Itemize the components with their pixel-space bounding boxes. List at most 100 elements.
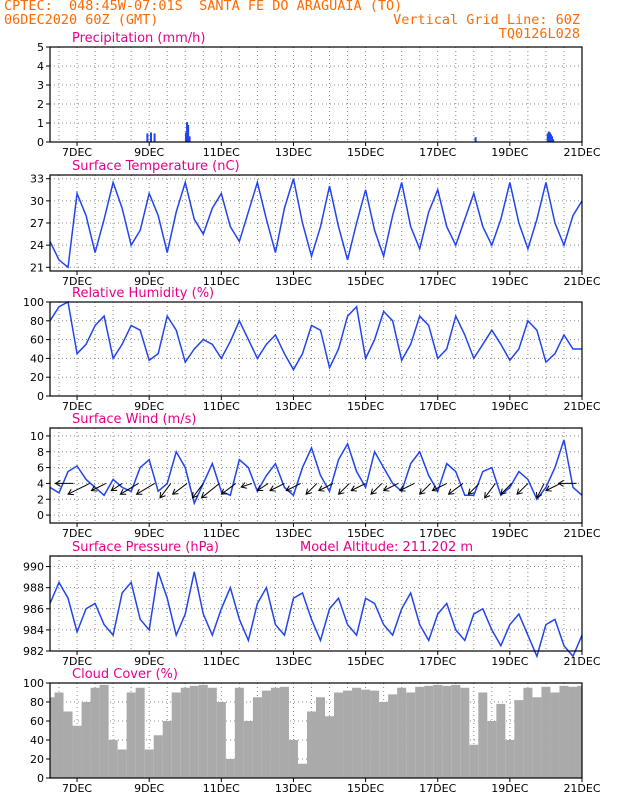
x-tick-label: 11DEC — [203, 655, 240, 668]
y-tick-label: 80 — [30, 315, 44, 328]
cloud-cover-bar — [442, 685, 452, 778]
panel-title: Cloud Cover (%) — [72, 667, 178, 682]
x-tick-label: 7DEC — [62, 400, 92, 413]
precip-bar — [184, 132, 187, 142]
wind-arrow-head — [431, 485, 439, 492]
wind-arrow — [136, 482, 155, 495]
y-tick-label: 0 — [37, 390, 44, 403]
y-tick-label: 40 — [30, 352, 44, 365]
wind-arrow — [468, 483, 480, 495]
y-tick-label: 4 — [37, 60, 44, 73]
wind-arrow — [399, 482, 415, 492]
cloud-cover-bar — [541, 686, 551, 778]
panel-frame — [49, 555, 583, 652]
x-tick-label: 9DEC — [134, 782, 164, 795]
cloud-cover-bar — [261, 690, 271, 778]
panel-title: Surface Temperature (nC) — [72, 159, 240, 174]
x-tick-label: 13DEC — [275, 655, 312, 668]
x-tick-label: 19DEC — [491, 782, 528, 795]
wind-arrow — [545, 482, 561, 492]
wind-arrow-head — [350, 485, 358, 492]
wind-arrow-head — [67, 489, 74, 496]
wind-arrow-head — [484, 491, 491, 499]
wind-arrow — [500, 483, 513, 495]
x-tick-label: 13DEC — [275, 527, 312, 540]
wind-arrow — [91, 482, 107, 492]
cloud-cover-bar — [117, 749, 127, 778]
cloud-cover-bar — [225, 759, 235, 778]
x-tick-label: 19DEC — [491, 527, 528, 540]
cloud-cover-bar — [108, 740, 118, 778]
panel-frame — [49, 682, 583, 779]
y-tick-label: 1 — [37, 117, 44, 130]
wind-arrow — [269, 482, 285, 492]
wind-arrow-head — [557, 479, 564, 487]
wind-arrow — [432, 482, 447, 492]
cloud-cover-bar — [72, 725, 82, 778]
cloud-cover-bar — [388, 694, 398, 778]
cloud-cover-bar — [243, 721, 253, 778]
cloud-cover-bar — [406, 692, 416, 778]
cloud-cover-bar — [189, 685, 199, 778]
x-tick-label: 21DEC — [563, 655, 600, 668]
y-tick-label: 990 — [23, 561, 44, 574]
series-line — [49, 178, 583, 269]
precip-bar — [546, 133, 549, 142]
x-tick-label: 19DEC — [491, 655, 528, 668]
x-tick-label: 9DEC — [134, 655, 164, 668]
y-tick-label: 100 — [23, 296, 44, 309]
x-tick-label: 15DEC — [347, 655, 384, 668]
cloud-cover-bar — [478, 692, 488, 778]
x-tick-label: 19DEC — [491, 146, 528, 159]
cloud-cover-bar — [397, 687, 407, 778]
wind-arrow — [516, 483, 529, 495]
cloud-cover-bar — [334, 692, 344, 778]
precip-bar — [153, 133, 156, 142]
y-tick-label: 10 — [30, 430, 44, 443]
series-line — [49, 439, 583, 506]
x-tick-label: 19DEC — [491, 400, 528, 413]
cloud-cover-bar — [252, 697, 262, 778]
precip-bar — [188, 136, 191, 142]
x-tick-label: 7DEC — [62, 655, 92, 668]
x-tick-label: 17DEC — [419, 275, 456, 288]
wind-arrow — [221, 483, 237, 495]
y-tick-label: 100 — [23, 677, 44, 690]
cloud-cover-bar — [433, 684, 443, 778]
wind-arrow — [201, 483, 220, 499]
wind-arrow — [318, 482, 334, 492]
series-line — [49, 300, 582, 372]
cloud-cover-bar — [469, 744, 479, 778]
cloud-cover-bar — [288, 740, 298, 778]
x-tick-label: 15DEC — [347, 782, 384, 795]
cloud-cover-bar — [144, 749, 154, 778]
cloud-cover-bar — [550, 692, 560, 778]
series-line — [49, 571, 583, 659]
cloud-cover-bar — [424, 685, 434, 778]
x-tick-label: 11DEC — [203, 782, 240, 795]
cloud-cover-bar — [198, 684, 208, 778]
cloud-cover-bar — [306, 711, 316, 778]
panel-frame — [49, 301, 583, 397]
y-tick-label: 982 — [23, 645, 44, 658]
x-tick-label: 7DEC — [62, 275, 92, 288]
x-tick-label: 15DEC — [347, 400, 384, 413]
cloud-cover-bar — [343, 690, 353, 778]
wind-arrow-head — [200, 492, 208, 499]
panel-frame — [49, 427, 583, 524]
cloud-cover-bar — [81, 702, 91, 778]
cloud-cover-bar — [415, 686, 425, 778]
x-tick-label: 15DEC — [347, 527, 384, 540]
cloud-cover-bar — [514, 700, 524, 778]
header-model-id: TQ0126L028 — [498, 26, 580, 42]
y-tick-label: 60 — [30, 334, 44, 347]
y-tick-label: 984 — [23, 624, 44, 637]
panel-title: Relative Humidity (%) — [72, 286, 214, 301]
y-tick-label: 33 — [30, 173, 44, 186]
cloud-cover-bar — [153, 735, 163, 778]
y-tick-label: 0 — [37, 772, 44, 785]
x-tick-label: 17DEC — [419, 527, 456, 540]
wind-arrow-head — [545, 485, 552, 492]
wind-arrow-head — [159, 491, 166, 499]
